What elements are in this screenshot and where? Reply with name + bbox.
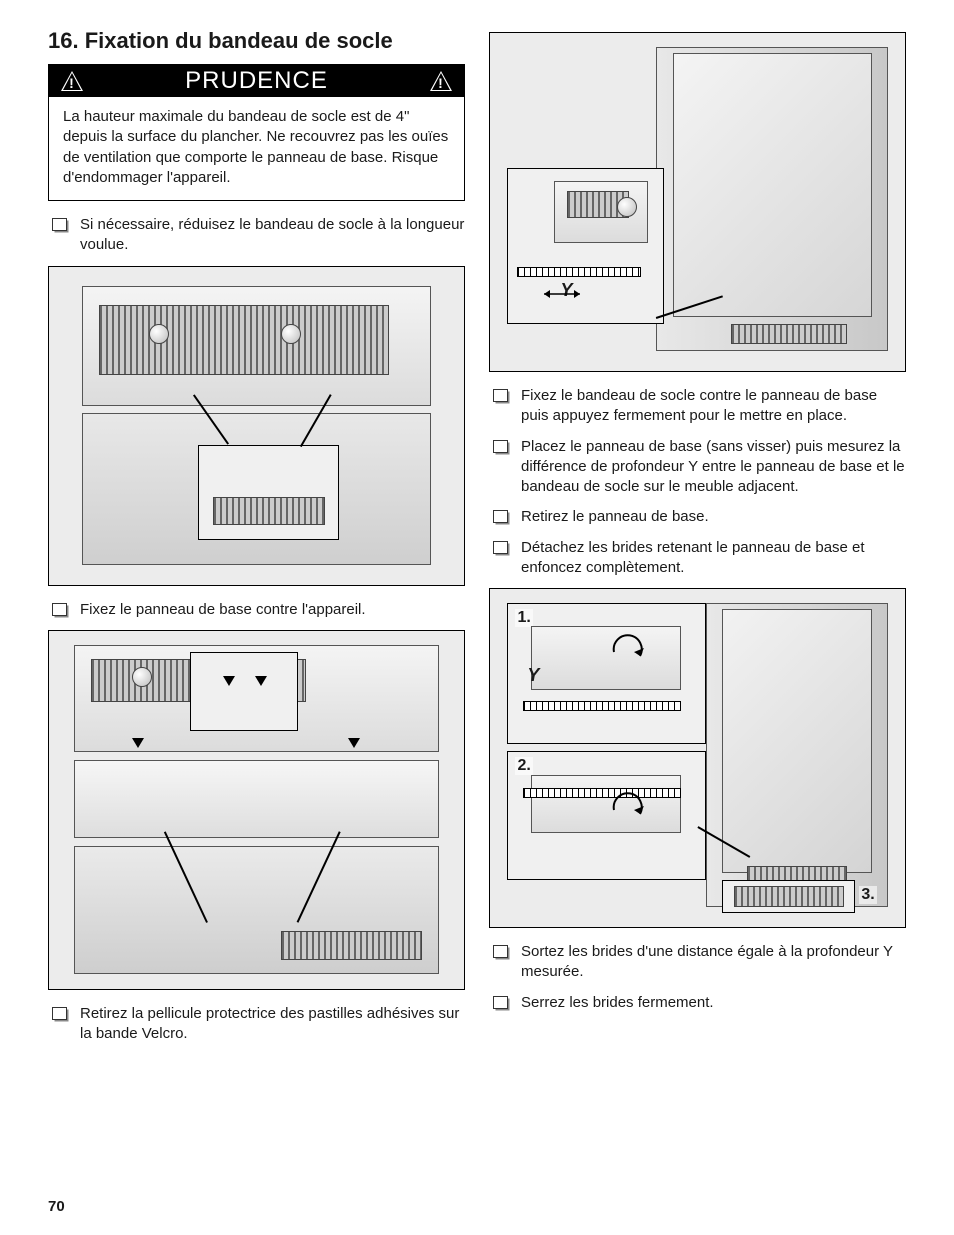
figure-bracket-adjust: 1. Y 2. 3. bbox=[489, 588, 906, 928]
left-steps-1: Si nécessaire, réduisez le bandeau de so… bbox=[48, 215, 465, 256]
figure-depth-y-measure: Y bbox=[489, 32, 906, 372]
step-3-label: 3. bbox=[859, 886, 876, 904]
list-item: Retirez le panneau de base. bbox=[489, 507, 906, 527]
list-item: Placez le panneau de base (sans visser) … bbox=[489, 437, 906, 498]
list-item: Détachez les brides retenant le panneau … bbox=[489, 538, 906, 579]
y-label-2: Y bbox=[527, 665, 539, 686]
left-steps-3: Retirez la pellicule protectrice des pas… bbox=[48, 1004, 465, 1045]
rotate-arrow-icon bbox=[610, 632, 650, 662]
right-steps-2: Sortez les brides d'une distance égale à… bbox=[489, 942, 906, 1013]
list-item: Serrez les brides fermement. bbox=[489, 993, 906, 1013]
warning-triangle-left-icon: ! bbox=[59, 69, 85, 93]
warning-title: PRUDENCE bbox=[185, 67, 328, 95]
list-item: Fixez le panneau de base contre l'appare… bbox=[48, 600, 465, 620]
svg-text:!: ! bbox=[438, 75, 444, 91]
step-1-label: 1. bbox=[515, 609, 532, 627]
figure-base-panel-attach bbox=[48, 630, 465, 990]
list-item: Sortez les brides d'une distance égale à… bbox=[489, 942, 906, 983]
dimension-arrow-icon bbox=[542, 286, 582, 302]
warning-body: La hauteur maximale du bandeau de socle … bbox=[49, 97, 464, 200]
left-column: 16. Fixation du bandeau de socle ! PRUDE… bbox=[48, 28, 465, 1054]
section-heading: 16. Fixation du bandeau de socle bbox=[48, 28, 465, 54]
list-item: Retirez la pellicule protectrice des pas… bbox=[48, 1004, 465, 1045]
svg-text:!: ! bbox=[69, 75, 75, 91]
page-columns: 16. Fixation du bandeau de socle ! PRUDE… bbox=[48, 28, 906, 1054]
step-2-label: 2. bbox=[515, 757, 532, 775]
rotate-arrow-icon-2 bbox=[610, 790, 650, 820]
right-steps-1: Fixez le bandeau de socle contre le pann… bbox=[489, 386, 906, 578]
right-column: Y Fixez le bandeau de socle contre le pa… bbox=[489, 28, 906, 1054]
list-item: Si nécessaire, réduisez le bandeau de so… bbox=[48, 215, 465, 256]
list-item: Fixez le bandeau de socle contre le pann… bbox=[489, 386, 906, 427]
page-number: 70 bbox=[48, 1198, 65, 1215]
figure-socle-trim bbox=[48, 266, 465, 586]
warning-box: ! PRUDENCE ! La hauteur maximale du band… bbox=[48, 64, 465, 201]
warning-triangle-right-icon: ! bbox=[428, 69, 454, 93]
left-steps-2: Fixez le panneau de base contre l'appare… bbox=[48, 600, 465, 620]
warning-header: ! PRUDENCE ! bbox=[49, 65, 464, 97]
